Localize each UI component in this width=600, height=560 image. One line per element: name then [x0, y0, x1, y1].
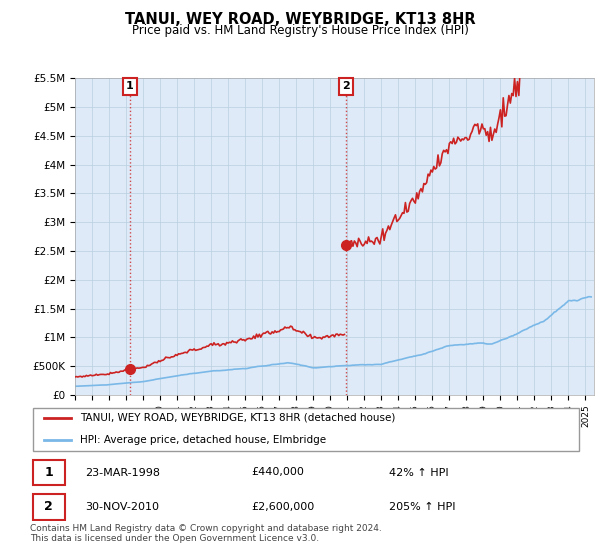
Text: 1: 1	[126, 81, 134, 91]
Text: 2: 2	[44, 500, 53, 513]
Text: £2,600,000: £2,600,000	[251, 502, 314, 512]
Text: 23-MAR-1998: 23-MAR-1998	[85, 468, 160, 478]
Text: Contains HM Land Registry data © Crown copyright and database right 2024.
This d: Contains HM Land Registry data © Crown c…	[30, 524, 382, 543]
FancyBboxPatch shape	[33, 408, 579, 451]
Text: 2: 2	[342, 81, 350, 91]
Text: 205% ↑ HPI: 205% ↑ HPI	[389, 502, 455, 512]
Text: 30-NOV-2010: 30-NOV-2010	[85, 502, 159, 512]
Text: TANUI, WEY ROAD, WEYBRIDGE, KT13 8HR (detached house): TANUI, WEY ROAD, WEYBRIDGE, KT13 8HR (de…	[80, 413, 395, 423]
Text: 42% ↑ HPI: 42% ↑ HPI	[389, 468, 448, 478]
Text: Price paid vs. HM Land Registry's House Price Index (HPI): Price paid vs. HM Land Registry's House …	[131, 24, 469, 37]
Text: £440,000: £440,000	[251, 468, 304, 478]
Text: HPI: Average price, detached house, Elmbridge: HPI: Average price, detached house, Elmb…	[80, 435, 326, 445]
Text: 1: 1	[44, 466, 53, 479]
FancyBboxPatch shape	[33, 494, 65, 520]
Text: TANUI, WEY ROAD, WEYBRIDGE, KT13 8HR: TANUI, WEY ROAD, WEYBRIDGE, KT13 8HR	[125, 12, 475, 27]
FancyBboxPatch shape	[33, 460, 65, 486]
